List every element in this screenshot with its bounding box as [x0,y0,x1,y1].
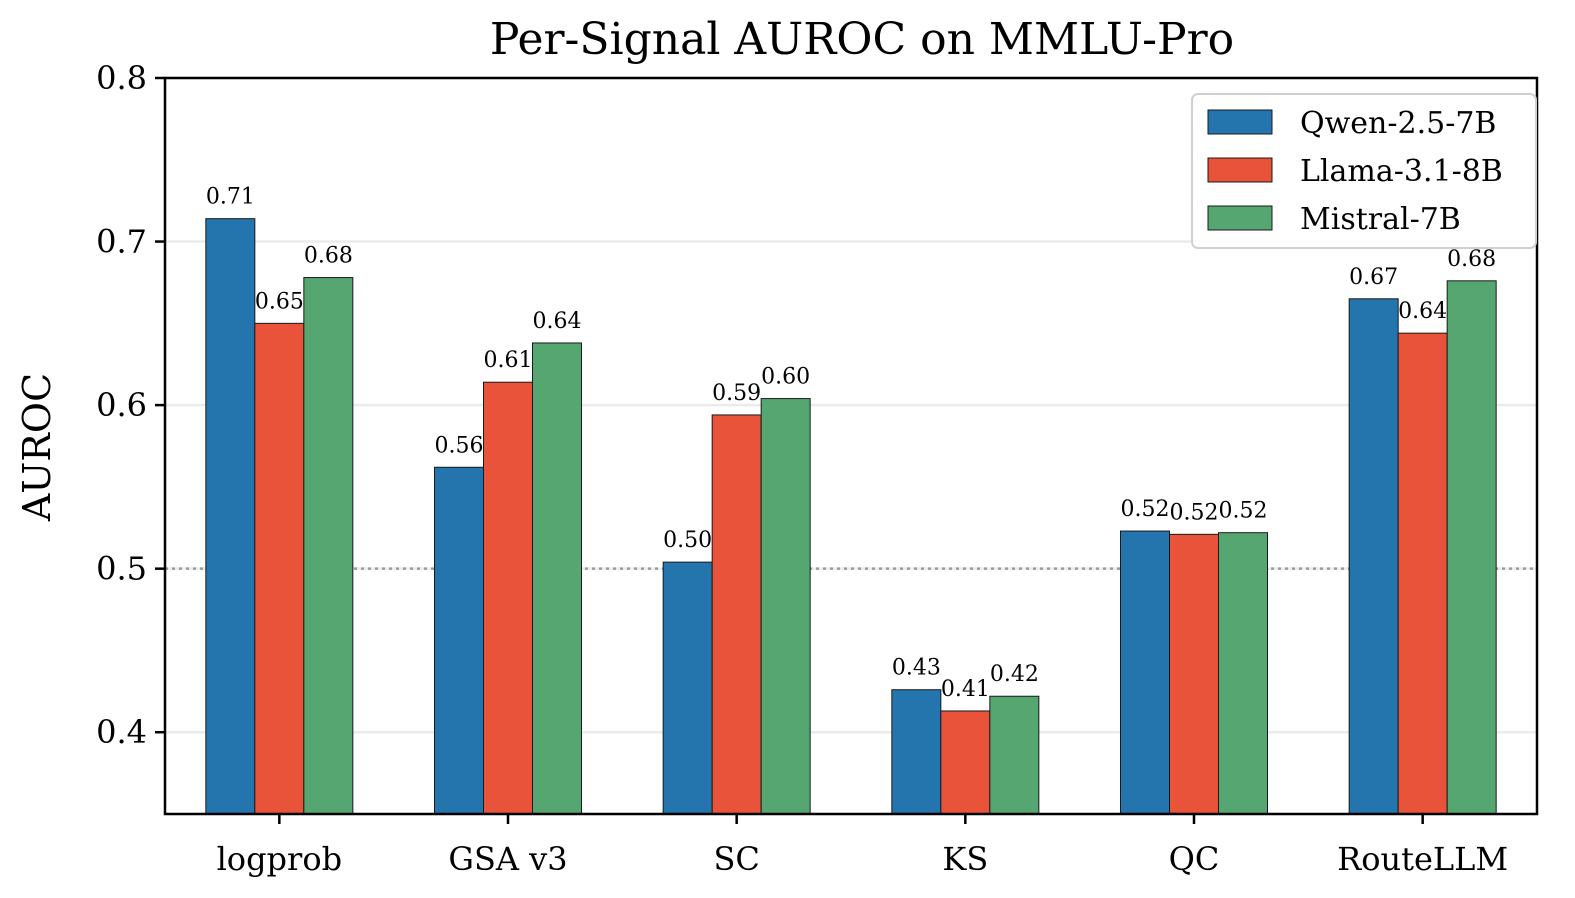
legend-label: Llama-3.1-8B [1300,154,1503,189]
legend-label: Qwen-2.5-7B [1300,106,1496,141]
bar [205,218,256,815]
bar-value-label: 0.68 [1447,247,1496,272]
bar-value-label: 0.64 [1398,299,1447,324]
y-tick-label: 0.8 [96,59,147,97]
bar-value-label: 0.43 [892,656,941,681]
legend-swatch [1207,109,1273,135]
bar [940,710,991,815]
reference-line-group: chance [165,536,1537,570]
bar [1348,298,1399,815]
bar [760,398,811,815]
bar [662,561,713,815]
legend-swatch [1207,157,1273,183]
y-axis-label: AUROC [15,373,59,522]
bar-value-label: 0.65 [255,289,304,314]
bar [254,322,305,815]
bar [303,277,354,815]
x-tick-label: SC [713,840,759,878]
bar [989,695,1040,815]
bar [483,381,533,815]
bar-value-label: 0.56 [435,433,484,458]
legend-label: Mistral-7B [1300,202,1461,237]
legend: Qwen-2.5-7B Llama-3.1-8B Mistral-7B [1191,93,1537,249]
bar-value-label: 0.67 [1349,265,1398,290]
bar-value-label: 0.64 [533,309,582,334]
plot-frame [163,76,1539,816]
bar-value-label: 0.59 [712,381,761,406]
axes: 0.4 0.5 0.6 0.7 0.8 logprob GSA v3 SC KS QC RouteL… [96,59,1539,878]
x-tick-label: QC [1169,840,1220,878]
y-tick-label: 0.5 [96,550,147,588]
bar-value-label: 0.42 [990,662,1039,687]
x-tick-label: GSA v3 [448,840,567,878]
bar [1446,280,1497,815]
bar-value-label: 0.61 [484,348,533,373]
x-tick-label: KS [942,840,988,878]
y-tick-label: 0.6 [96,386,147,424]
bar-value-label: 0.41 [941,677,990,702]
chart-title: Per-Signal AUROC on MMLU-Pro [490,14,1234,65]
bar-value-label: 0.60 [761,365,810,390]
bar [1397,332,1448,815]
bar-value-label: 0.52 [1170,500,1219,525]
bars [205,218,1497,815]
x-tick-label: RouteLLM [1337,840,1508,878]
y-tick-label: 0.7 [96,223,147,261]
bar [711,414,762,815]
bar [1169,533,1219,815]
bar-value-label: 0.68 [304,244,353,269]
legend-box [1191,93,1537,249]
legend-swatch [1207,205,1273,231]
bar [1120,530,1170,815]
x-tick-label: logprob [217,840,343,878]
bar-value-label: 0.71 [206,185,255,210]
bar-value-label: 0.52 [1121,497,1170,522]
bar [434,466,484,815]
y-tick-label: 0.4 [96,713,147,751]
bar-labels: 0.710.650.680.560.610.640.500.590.600.43… [206,185,1496,702]
bar-value-label: 0.52 [1219,499,1268,524]
bar [1218,532,1268,815]
bar-value-label: 0.50 [663,528,712,553]
bar [532,342,582,815]
bar [891,689,942,815]
